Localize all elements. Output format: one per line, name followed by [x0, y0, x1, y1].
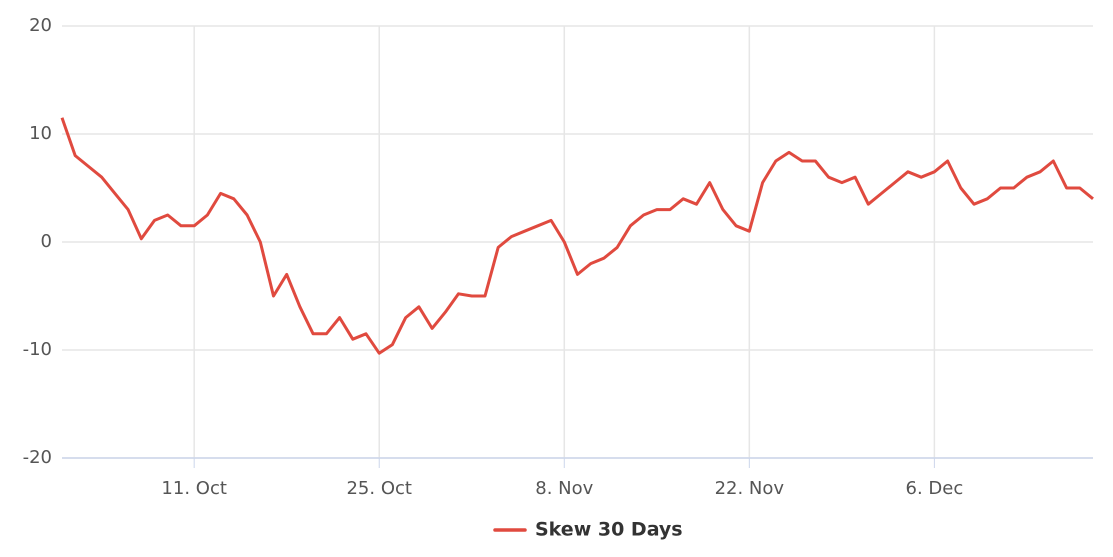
x-tick-label: 6. Dec [906, 478, 964, 499]
legend-label: Skew 30 Days [535, 519, 683, 541]
y-tick-label: 10 [29, 123, 52, 144]
y-tick-label: -20 [23, 447, 52, 468]
x-tick-label: 8. Nov [535, 478, 593, 499]
x-tick-label: 22. Nov [715, 478, 785, 499]
line [60, 117, 1094, 355]
x-tick-label: 11. Oct [161, 478, 226, 499]
y-tick-label: 20 [29, 15, 52, 36]
x-tick-label: 25. Oct [346, 478, 411, 499]
y-tick-label: -10 [23, 339, 52, 360]
y-tick-label: 0 [41, 231, 52, 252]
